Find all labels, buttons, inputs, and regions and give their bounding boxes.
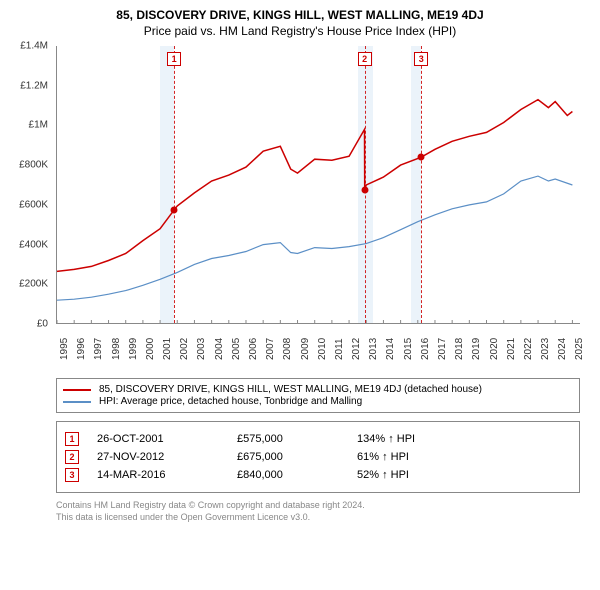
- legend: 85, DISCOVERY DRIVE, KINGS HILL, WEST MA…: [56, 378, 580, 413]
- x-tick-label: 1995: [59, 338, 70, 360]
- x-tick-label: 2009: [300, 338, 311, 360]
- plot-svg: [57, 46, 581, 324]
- footer-line1: Contains HM Land Registry data © Crown c…: [56, 499, 580, 511]
- marker-dot: [171, 206, 178, 213]
- x-tick-label: 2024: [557, 338, 568, 360]
- marker-dot: [418, 154, 425, 161]
- transaction-price: £840,000: [237, 469, 357, 481]
- marker-number-box: 1: [167, 52, 181, 66]
- transaction-number: 2: [65, 450, 79, 464]
- x-tick-label: 2001: [162, 338, 173, 360]
- transaction-vs-hpi: 61% ↑ HPI: [357, 451, 571, 463]
- x-tick-label: 2010: [317, 338, 328, 360]
- y-axis: £0£200K£400K£600K£800K£1M£1.2M£1.4M: [10, 46, 52, 324]
- transaction-row: 2 27-NOV-2012£675,00061% ↑ HPI: [65, 450, 571, 464]
- marker-vline: [421, 46, 422, 323]
- x-tick-label: 2016: [420, 338, 431, 360]
- x-tick-label: 2020: [489, 338, 500, 360]
- x-tick-label: 2014: [385, 338, 396, 360]
- x-tick-label: 2006: [248, 338, 259, 360]
- transaction-vs-hpi: 134% ↑ HPI: [357, 433, 571, 445]
- chart-container: 85, DISCOVERY DRIVE, KINGS HILL, WEST MA…: [0, 0, 600, 590]
- legend-item: 85, DISCOVERY DRIVE, KINGS HILL, WEST MA…: [63, 384, 573, 395]
- footer: Contains HM Land Registry data © Crown c…: [56, 499, 580, 523]
- transaction-price: £575,000: [237, 433, 357, 445]
- x-tick-label: 2012: [351, 338, 362, 360]
- x-tick-label: 1999: [128, 338, 139, 360]
- series-line-subject: [57, 100, 572, 272]
- transaction-vs-hpi: 52% ↑ HPI: [357, 469, 571, 481]
- title-address: 85, DISCOVERY DRIVE, KINGS HILL, WEST MA…: [10, 8, 590, 22]
- transaction-number: 3: [65, 468, 79, 482]
- x-tick-label: 2022: [523, 338, 534, 360]
- title-block: 85, DISCOVERY DRIVE, KINGS HILL, WEST MA…: [10, 8, 590, 38]
- x-tick-label: 2025: [574, 338, 585, 360]
- x-tick-label: 2002: [179, 338, 190, 360]
- transaction-row: 3 14-MAR-2016£840,00052% ↑ HPI: [65, 468, 571, 482]
- title-subtitle: Price paid vs. HM Land Registry's House …: [10, 24, 590, 38]
- transaction-number: 1: [65, 432, 79, 446]
- x-axis: 1995 1996 1997 1998 1999 2000 2001 2002 2003 2004…: [56, 326, 580, 372]
- x-tick-label: 2021: [506, 338, 517, 360]
- transactions-table: 1 26-OCT-2001£575,000134% ↑ HPI 2 27-NOV-20…: [56, 421, 580, 493]
- chart-area: £0£200K£400K£600K£800K£1M£1.2M£1.4M 123 …: [10, 44, 590, 374]
- footer-line2: This data is licensed under the Open Gov…: [56, 511, 580, 523]
- x-tick-label: 2013: [368, 338, 379, 360]
- legend-label: 85, DISCOVERY DRIVE, KINGS HILL, WEST MA…: [99, 384, 482, 395]
- marker-number-box: 3: [414, 52, 428, 66]
- transaction-row: 1 26-OCT-2001£575,000134% ↑ HPI: [65, 432, 571, 446]
- marker-vline: [174, 46, 175, 323]
- y-tick-label: £400K: [19, 239, 48, 250]
- x-tick-label: 2015: [403, 338, 414, 360]
- y-tick-label: £1.4M: [20, 41, 48, 52]
- x-tick-label: 1997: [93, 338, 104, 360]
- x-tick-label: 2005: [231, 338, 242, 360]
- y-tick-label: £1M: [29, 120, 48, 131]
- x-tick-label: 1996: [76, 338, 87, 360]
- y-tick-label: £800K: [19, 160, 48, 171]
- x-tick-label: 2019: [471, 338, 482, 360]
- legend-swatch: [63, 401, 91, 403]
- transaction-date: 27-NOV-2012: [97, 451, 237, 463]
- transaction-date: 14-MAR-2016: [97, 469, 237, 481]
- x-tick-label: 2007: [265, 338, 276, 360]
- legend-label: HPI: Average price, detached house, Tonb…: [99, 396, 362, 407]
- transaction-price: £675,000: [237, 451, 357, 463]
- y-tick-label: £0: [37, 319, 48, 330]
- legend-item: HPI: Average price, detached house, Tonb…: [63, 396, 573, 407]
- y-tick-label: £200K: [19, 279, 48, 290]
- y-tick-label: £600K: [19, 199, 48, 210]
- marker-dot: [361, 186, 368, 193]
- x-tick-label: 2004: [214, 338, 225, 360]
- x-tick-label: 2011: [334, 338, 345, 360]
- x-tick-label: 2000: [145, 338, 156, 360]
- x-tick-label: 2017: [437, 338, 448, 360]
- transaction-date: 26-OCT-2001: [97, 433, 237, 445]
- x-tick-label: 2008: [282, 338, 293, 360]
- x-tick-label: 2023: [540, 338, 551, 360]
- series-line-hpi: [57, 176, 572, 300]
- marker-vline: [365, 46, 366, 323]
- legend-swatch: [63, 389, 91, 391]
- plot-region: 1 2 3: [56, 46, 580, 324]
- x-tick-label: 2003: [196, 338, 207, 360]
- y-tick-label: £1.2M: [20, 80, 48, 91]
- marker-number-box: 2: [358, 52, 372, 66]
- x-tick-label: 2018: [454, 338, 465, 360]
- x-tick-label: 1998: [111, 338, 122, 360]
